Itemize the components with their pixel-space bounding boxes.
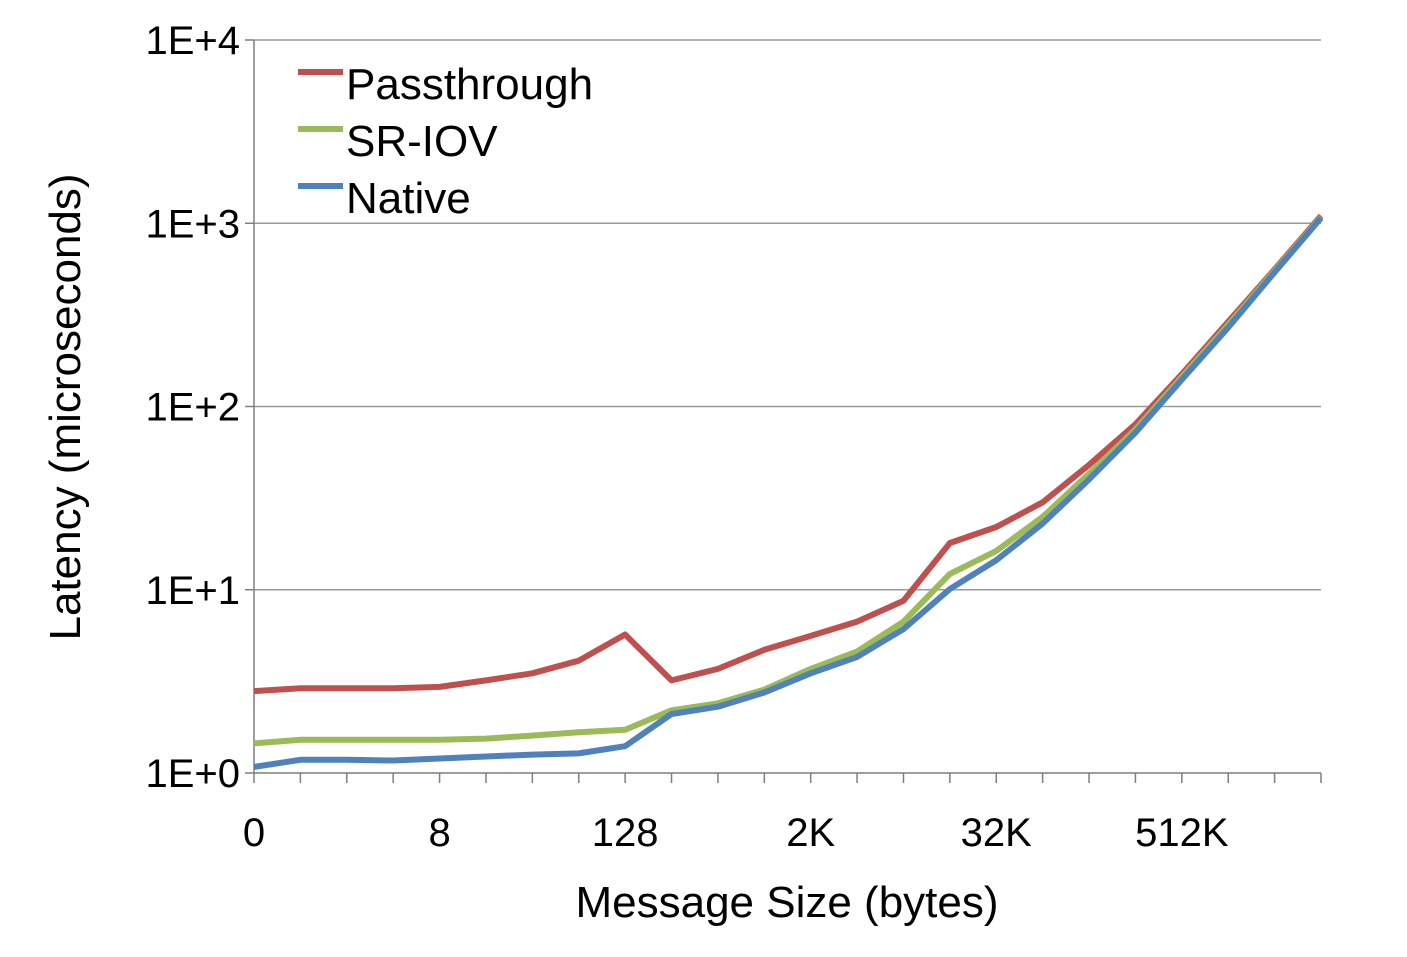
- y-tick-label: 1E+2: [145, 386, 240, 430]
- gridlines: [254, 39, 1321, 591]
- axes: [245, 39, 1321, 774]
- series-line-native: [253, 215, 1324, 770]
- legend: Passthrough SR-IOV Native: [298, 60, 593, 223]
- y-tick-label: 1E+0: [145, 752, 240, 796]
- x-tick-label: 32K: [961, 811, 1032, 855]
- x-axis-ticks: [253, 773, 1322, 783]
- legend-label-passthrough: Passthrough: [346, 60, 593, 109]
- series-lines: [253, 213, 1324, 770]
- x-tick-label: 2K: [786, 811, 835, 855]
- y-tick-label: 1E+4: [145, 19, 240, 63]
- x-axis-title: Message Size (bytes): [575, 878, 998, 927]
- x-tick-label: 0: [243, 811, 265, 855]
- series-line-passthrough: [253, 213, 1324, 695]
- legend-label-native: Native: [346, 174, 471, 223]
- x-tick-label: 128: [592, 811, 659, 855]
- legend-label-sr-iov: SR-IOV: [346, 117, 498, 166]
- series-line-sr-iov: [253, 215, 1324, 747]
- y-axis-title: Latency (microseconds): [41, 173, 90, 640]
- y-axis-tick-labels: 1E+0 1E+1 1E+2 1E+3 1E+4: [145, 19, 240, 796]
- y-tick-label: 1E+1: [145, 569, 240, 613]
- y-tick-label: 1E+3: [145, 202, 240, 246]
- x-tick-label: 512K: [1135, 811, 1229, 855]
- x-tick-label: 8: [428, 811, 450, 855]
- x-axis-tick-labels: 0 8 128 2K 32K 512K: [243, 811, 1229, 855]
